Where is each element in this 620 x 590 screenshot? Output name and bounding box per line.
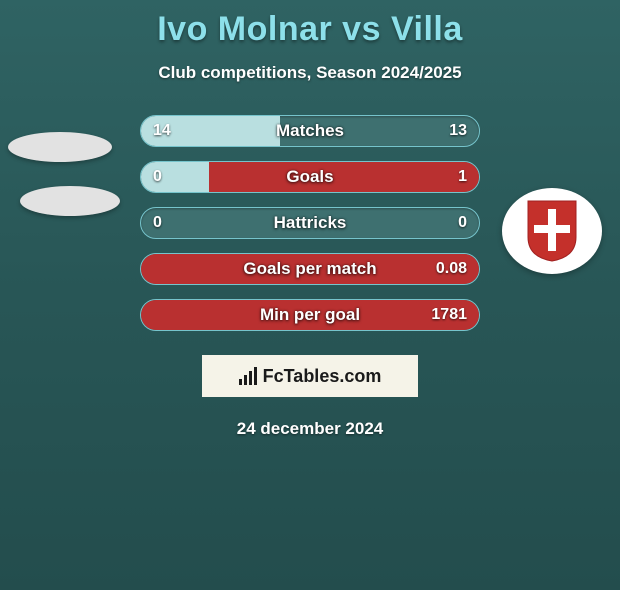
stat-value-right: 13 [449,122,467,140]
stat-label: Goals per match [243,259,376,279]
stat-value-right: 0.08 [436,260,467,278]
bar-fill-right [209,162,479,192]
stat-value-left: 0 [153,168,162,186]
stat-bar-goals-per-match: Goals per match 0.08 [140,253,480,285]
club-right-badge [502,188,602,274]
stat-label: Matches [276,121,344,141]
stat-value-left: 0 [153,214,162,232]
stat-value-right: 0 [458,214,467,232]
stat-label: Min per goal [260,305,360,325]
stat-bar-hattricks: 0 Hattricks 0 [140,207,480,239]
stat-value-left: 14 [153,122,171,140]
stat-label: Goals [286,167,333,187]
stat-bar-matches: 14 Matches 13 [140,115,480,147]
comparison-bars: 14 Matches 13 0 Goals 1 0 Hattricks 0 Go… [140,115,480,331]
barchart-icon [239,367,257,385]
stat-bar-min-per-goal: Min per goal 1781 [140,299,480,331]
fctables-logo: FcTables.com [202,355,418,397]
stat-label: Hattricks [274,213,347,233]
bar-fill-left [141,162,209,192]
stat-bar-goals: 0 Goals 1 [140,161,480,193]
stat-value-right: 1 [458,168,467,186]
page-title: Ivo Molnar vs Villa [0,10,620,49]
logo-text: FcTables.com [263,366,382,387]
padova-shield-icon [526,199,578,263]
player-left-placeholder [8,132,112,162]
subtitle: Club competitions, Season 2024/2025 [0,63,620,83]
stat-value-right: 1781 [431,306,467,324]
club-left-placeholder [20,186,120,216]
date-text: 24 december 2024 [0,419,620,439]
